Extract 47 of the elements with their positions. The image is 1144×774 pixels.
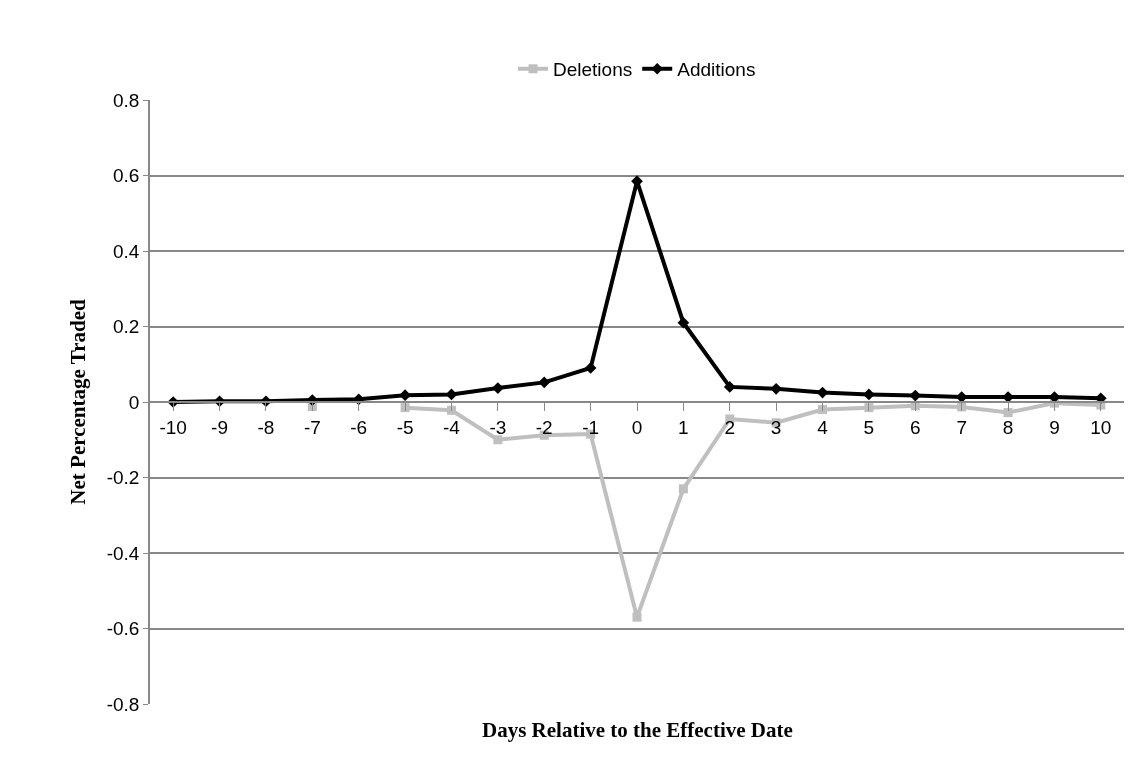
x-tick-label: -1 (582, 416, 600, 438)
point (492, 382, 504, 394)
x-tick-label: -7 (303, 416, 321, 438)
point (399, 389, 411, 402)
y-tick-label: 0.6 (113, 165, 140, 187)
legend-label: Deletions (553, 59, 633, 81)
point (1003, 408, 1013, 418)
y-tick-label: -0.4 (106, 542, 140, 564)
x-tick-label: 2 (724, 416, 736, 438)
x-tick-label: -4 (443, 416, 461, 438)
point (723, 381, 736, 393)
x-tick-label: 4 (817, 416, 829, 438)
y-tick-label: 0.8 (113, 89, 140, 111)
x-tick-label: 10 (1090, 416, 1112, 438)
x-tick-label: 0 (631, 416, 643, 438)
point (677, 316, 690, 329)
legend-label: Additions (677, 59, 756, 81)
point (446, 405, 456, 415)
x-tick-label: -9 (211, 416, 229, 438)
x-tick-label: -3 (489, 416, 507, 438)
x-tick-label: 5 (863, 416, 875, 438)
y-tick-label: -0.6 (106, 618, 140, 640)
y-tick-label: -0.2 (106, 467, 140, 489)
x-tick-label: -5 (396, 416, 414, 438)
y-tick-label: 0.2 (113, 316, 140, 338)
point (678, 484, 688, 494)
x-tick-label: 6 (910, 416, 921, 438)
x-tick-label: -6 (350, 416, 368, 438)
x-tick-label: 8 (1002, 416, 1014, 438)
x-tick-label: -2 (535, 416, 553, 438)
point (538, 376, 551, 389)
y-tick-label: -0.8 (106, 693, 140, 715)
y-tick-label: 0.4 (113, 240, 140, 262)
y-axis-title: Net Percentage Traded (66, 299, 91, 505)
x-tick-label: 7 (956, 416, 967, 438)
point (770, 382, 782, 395)
x-tick-label: -10 (159, 416, 187, 438)
x-tick-label: 1 (678, 416, 689, 438)
x-tick-label: -8 (257, 416, 275, 438)
x-tick-label: 9 (1049, 416, 1060, 438)
y-tick-label: 0 (128, 391, 140, 413)
point (584, 362, 597, 374)
x-tick-label: 3 (770, 416, 782, 438)
point (493, 435, 503, 445)
x-axis-title: Days Relative to the Effective Date (482, 718, 793, 742)
point (632, 612, 642, 622)
point (818, 405, 828, 415)
